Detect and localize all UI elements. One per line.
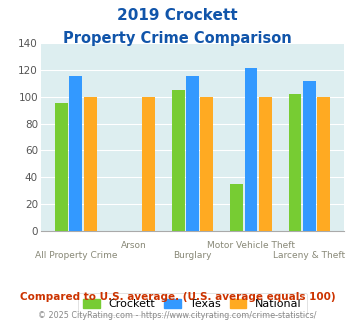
Bar: [230, 184, 243, 231]
Text: All Property Crime: All Property Crime: [34, 251, 117, 260]
Text: © 2025 CityRating.com - https://www.cityrating.com/crime-statistics/: © 2025 CityRating.com - https://www.city…: [38, 311, 317, 320]
Text: 2019 Crockett: 2019 Crockett: [117, 8, 238, 23]
Bar: [172, 90, 185, 231]
Bar: [245, 68, 257, 231]
Bar: [84, 97, 97, 231]
Bar: [186, 77, 199, 231]
Text: Compared to U.S. average. (U.S. average equals 100): Compared to U.S. average. (U.S. average …: [20, 292, 335, 302]
Legend: Crockett, Texas, National: Crockett, Texas, National: [78, 293, 307, 315]
Bar: [317, 97, 330, 231]
Text: Burglary: Burglary: [173, 251, 212, 260]
Text: Property Crime Comparison: Property Crime Comparison: [63, 31, 292, 46]
Bar: [289, 94, 301, 231]
Bar: [70, 77, 82, 231]
Bar: [201, 97, 213, 231]
Bar: [142, 97, 155, 231]
Text: Motor Vehicle Theft: Motor Vehicle Theft: [207, 241, 295, 250]
Text: Larceny & Theft: Larceny & Theft: [273, 251, 345, 260]
Bar: [55, 103, 68, 231]
Bar: [259, 97, 272, 231]
Bar: [303, 81, 316, 231]
Text: Arson: Arson: [121, 241, 147, 250]
